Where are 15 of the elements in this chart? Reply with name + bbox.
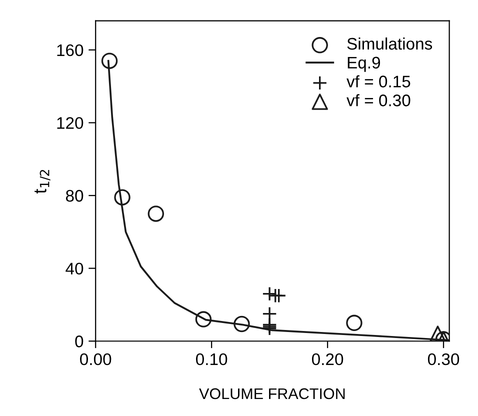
- legend-label: Simulations: [347, 37, 432, 50]
- legend-label: Eq.9: [348, 56, 380, 72]
- legend-label: vf = 0.30: [346, 94, 410, 106]
- x-tick-label: 0.30: [428, 353, 460, 366]
- y-axis-title: t$_{1/2}$: [34, 170, 50, 194]
- x-tick-label: 0.10: [196, 353, 228, 366]
- y-tick-label: 80: [66, 190, 84, 202]
- y-tick-label: 160: [57, 44, 84, 56]
- y-tick-label: 120: [57, 117, 84, 129]
- y-tick-label: 40: [66, 262, 84, 275]
- legend-label: vf = 0.15: [346, 75, 410, 88]
- y-tick-label: 0: [75, 336, 84, 348]
- x-tick-label: 0.20: [312, 353, 344, 366]
- x-axis-title: VOLUME FRACTION: [199, 388, 345, 400]
- x-tick-label: 0.00: [80, 353, 112, 366]
